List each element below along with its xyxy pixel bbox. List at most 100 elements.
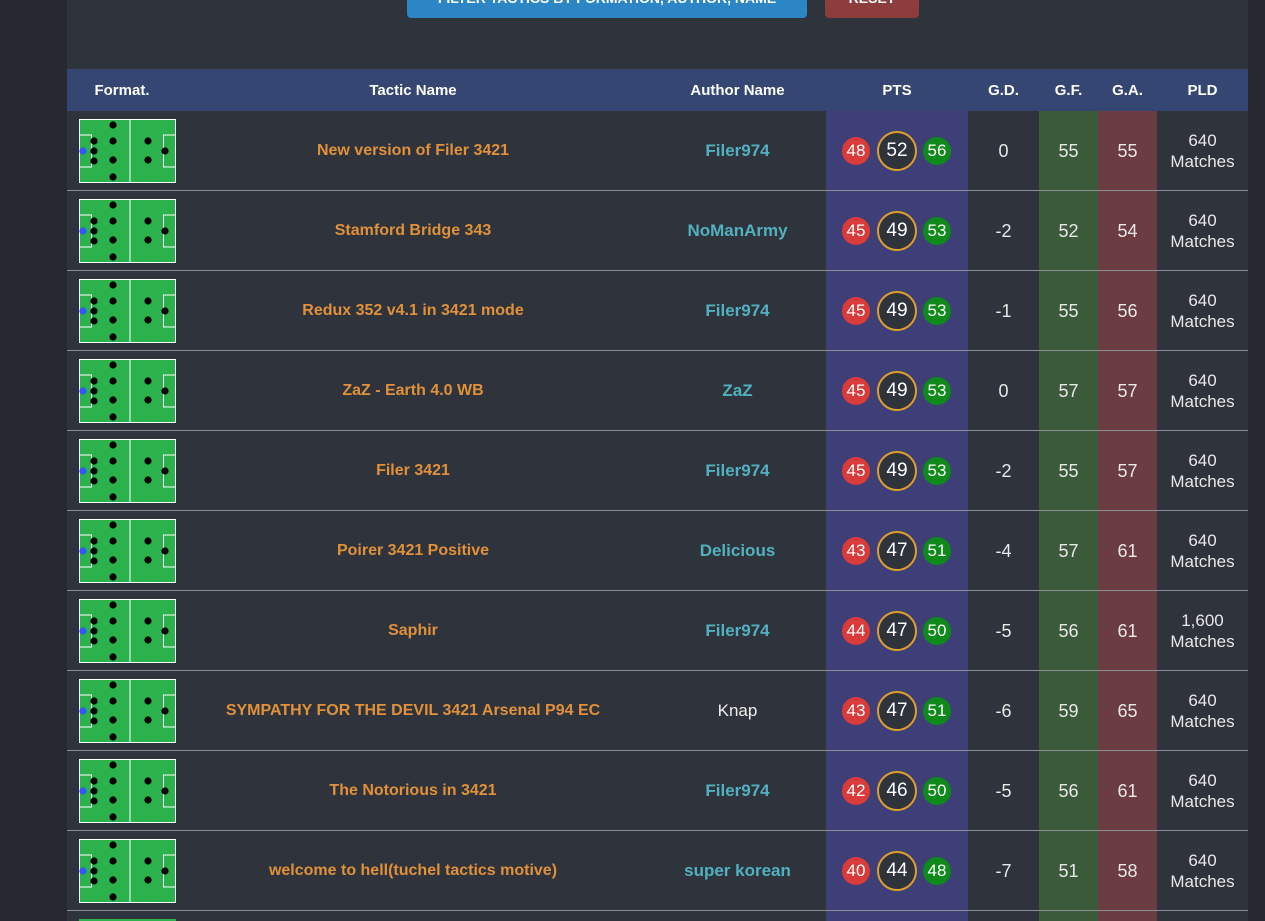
tactic-name[interactable]: Filer 3421 [376, 462, 450, 479]
formation-diagram [79, 599, 176, 663]
stat-gf: 57 [1058, 540, 1079, 561]
tactic-name[interactable]: New version of Filer 3421 [316, 142, 510, 159]
stat-ga: 57 [1117, 460, 1138, 481]
pts-low: 43 [842, 537, 870, 565]
author-name[interactable]: Filer974 [705, 141, 770, 160]
pts-mid: 49 [877, 211, 917, 251]
stat-gd: 0 [998, 140, 1009, 161]
stat-gf: 55 [1058, 140, 1079, 161]
pld-cell: 640 Matches [1157, 271, 1248, 351]
pld-cell: 640 Matches [1157, 671, 1248, 751]
pts-low: 45 [842, 297, 870, 325]
stat-gf: 55 [1058, 460, 1079, 481]
column-header: G.F. [1054, 81, 1083, 99]
pts-high: 51 [923, 697, 951, 725]
matches-played: 640 Matches [1170, 451, 1235, 491]
stat-ga: 55 [1117, 140, 1138, 161]
tactic-name[interactable]: Poirer 3421 Positive [336, 542, 490, 559]
row-divider [67, 910, 1248, 911]
stat-gf: 56 [1058, 620, 1079, 641]
row-divider [67, 350, 1248, 351]
pts-mid: 47 [877, 531, 917, 571]
author-name[interactable]: Filer974 [705, 621, 770, 640]
stat-gd: -2 [995, 460, 1012, 481]
row-divider [67, 750, 1248, 751]
matches-played: 640 Matches [1170, 211, 1235, 251]
author-name[interactable]: ZaZ [722, 381, 753, 400]
matches-played: 640 Matches [1170, 531, 1235, 571]
filter-button[interactable]: FILTER TACTICS BY FORMATION, AUTHOR, NAM… [407, 0, 807, 18]
pts-low: 45 [842, 377, 870, 405]
formation-diagram [79, 519, 176, 583]
formation-partial [79, 919, 176, 921]
panel: FILTER TACTICS BY FORMATION, AUTHOR, NAM… [67, 0, 1248, 921]
pts-low: 42 [842, 777, 870, 805]
row-divider [67, 830, 1248, 831]
pts-low: 45 [842, 217, 870, 245]
stat-ga: 57 [1117, 380, 1138, 401]
pts-high: 53 [923, 457, 951, 485]
pts-low: 43 [842, 697, 870, 725]
reset-button[interactable]: RESET [825, 0, 919, 18]
column-header: Format. [94, 81, 150, 99]
author-name[interactable]: Filer974 [705, 461, 770, 480]
column-header: Tactic Name [369, 81, 457, 99]
tactic-name[interactable]: The Notorious in 3421 [329, 782, 497, 799]
matches-played: 640 Matches [1170, 691, 1235, 731]
pts-high: 50 [923, 617, 951, 645]
stat-gf: 57 [1058, 380, 1079, 401]
pts-mid: 44 [877, 851, 917, 891]
pts-high: 50 [923, 777, 951, 805]
stat-ga: 65 [1117, 700, 1138, 721]
row-divider [67, 670, 1248, 671]
matches-played: 640 Matches [1170, 851, 1235, 891]
stat-gd: -1 [995, 300, 1012, 321]
gf-column-bg [1039, 111, 1098, 921]
pts-mid: 46 [877, 771, 917, 811]
tactic-name[interactable]: welcome to hell(tuchel tactics motive) [268, 862, 558, 879]
tactic-name[interactable]: SYMPATHY FOR THE DEVIL 3421 Arsenal P94 … [225, 702, 601, 719]
formation-diagram [79, 679, 176, 743]
pts-mid: 49 [877, 291, 917, 331]
matches-played: 1,600 Matches [1170, 611, 1235, 651]
tactic-name[interactable]: Saphir [388, 622, 438, 639]
stat-ga: 56 [1117, 300, 1138, 321]
stat-ga: 54 [1117, 220, 1138, 241]
header-bg [67, 69, 1248, 111]
tactic-name[interactable]: ZaZ - Earth 4.0 WB [342, 382, 484, 399]
row-divider [67, 510, 1248, 511]
column-header: G.D. [988, 81, 1019, 99]
author-name[interactable]: Filer974 [705, 301, 770, 320]
author-name[interactable]: super korean [684, 861, 791, 880]
tactic-name[interactable]: Stamford Bridge 343 [334, 222, 492, 239]
formation-diagram [79, 359, 176, 423]
pld-cell: 640 Matches [1157, 511, 1248, 591]
author-name[interactable]: Filer974 [705, 781, 770, 800]
author-name[interactable]: Delicious [699, 541, 776, 560]
column-header: G.A. [1112, 81, 1143, 99]
stat-gd: -7 [995, 860, 1012, 881]
stat-gd: -4 [995, 540, 1012, 561]
pts-mid: 47 [877, 611, 917, 651]
author-name[interactable]: NoManArmy [687, 221, 788, 240]
formation-diagram [79, 439, 176, 503]
row-divider [67, 590, 1248, 591]
pts-low: 44 [842, 617, 870, 645]
matches-played: 640 Matches [1170, 131, 1235, 171]
pts-high: 53 [923, 297, 951, 325]
stat-gf: 59 [1058, 700, 1079, 721]
formation-diagram [79, 119, 176, 183]
pts-mid: 49 [877, 371, 917, 411]
tactic-name[interactable]: Redux 352 v4.1 in 3421 mode [302, 302, 524, 319]
pld-cell: 640 Matches [1157, 191, 1248, 271]
pts-mid: 49 [877, 451, 917, 491]
stat-gd: 0 [998, 380, 1009, 401]
pts-mid: 47 [877, 691, 917, 731]
pld-cell: 1,600 Matches [1157, 591, 1248, 671]
stat-ga: 61 [1117, 780, 1138, 801]
stat-gd: -2 [995, 220, 1012, 241]
stat-ga: 58 [1117, 860, 1138, 881]
column-header: Author Name [690, 81, 785, 99]
stat-gd: -6 [995, 700, 1012, 721]
